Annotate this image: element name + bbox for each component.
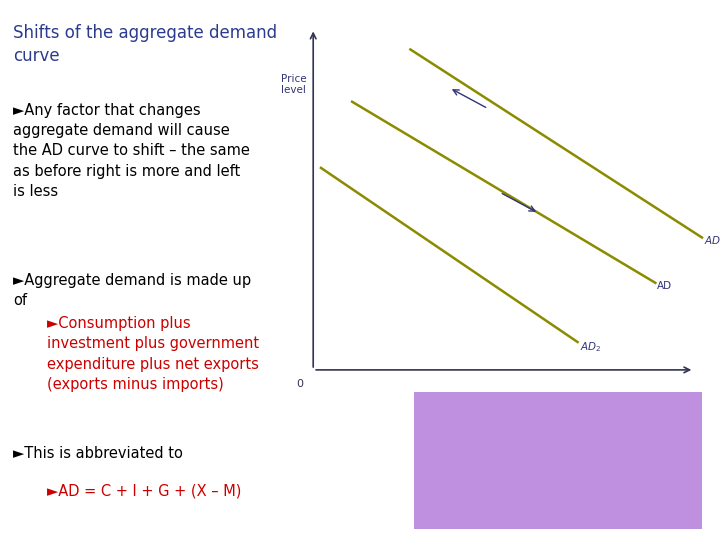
Text: Real output: Real output xyxy=(536,396,596,406)
Text: $AD_1$: $AD_1$ xyxy=(704,234,720,248)
Text: ►Consumption plus
investment plus government
expenditure plus net exports
(expor: ►Consumption plus investment plus govern… xyxy=(47,316,259,392)
Text: ►This is abbreviated to: ►This is abbreviated to xyxy=(13,446,183,461)
Text: ►Aggregate demand is made up
of: ►Aggregate demand is made up of xyxy=(13,273,251,308)
Text: ►AD = C + I + G + (X – M): ►AD = C + I + G + (X – M) xyxy=(47,483,241,498)
Text: 0: 0 xyxy=(297,379,304,389)
Text: AD: AD xyxy=(657,281,672,291)
Text: Price
level: Price level xyxy=(281,74,307,96)
Text: Make sure you use
the correct
annotation when
drawing macro
diagrams or you will: Make sure you use the correct annotation… xyxy=(423,400,544,503)
Text: Shifts of the aggregate demand
curve: Shifts of the aggregate demand curve xyxy=(13,24,277,65)
Text: ►Any factor that changes
aggregate demand will cause
the AD curve to shift – the: ►Any factor that changes aggregate deman… xyxy=(13,103,250,199)
Text: $AD_2$: $AD_2$ xyxy=(580,340,601,354)
